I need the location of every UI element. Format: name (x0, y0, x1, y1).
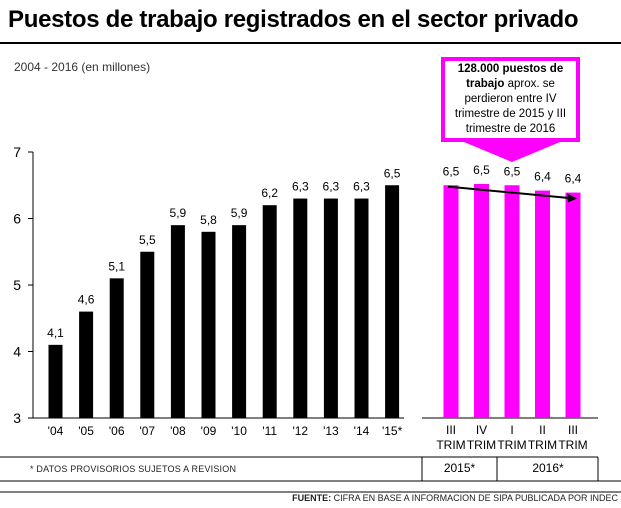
bar (565, 192, 581, 418)
bar (535, 190, 550, 418)
footnote: * DATOS PROVISORIOS SUJETOS A REVISION (30, 464, 237, 474)
x-tick-label: '07 (139, 424, 155, 438)
year-label-2015: 2015* (443, 461, 476, 475)
bar (262, 205, 277, 418)
bar (293, 198, 308, 418)
bar (504, 185, 520, 418)
bar-value-label: 4,1 (47, 326, 64, 340)
callout-bold-text: 128.000 puestos de trabajo (457, 63, 564, 90)
year-label-2016: 2016* (532, 461, 564, 475)
x-tick-label: '08 (170, 424, 186, 438)
x-tick-label: '09 (201, 424, 217, 438)
x-tick-label: TRIM (467, 438, 496, 452)
bar (474, 183, 489, 418)
bar-value-label: 4,6 (78, 293, 95, 307)
x-tick-label: '10 (231, 424, 247, 438)
bar (232, 225, 247, 418)
bar-value-label: 6,5 (504, 164, 521, 178)
x-tick-label: '13 (323, 424, 339, 438)
bar-value-label: 6,3 (323, 180, 340, 194)
callout-box: 128.000 puestos de trabajo aprox. se per… (441, 57, 580, 142)
y-tick-label: 7 (13, 144, 21, 160)
x-tick-label: '05 (78, 424, 94, 438)
bar-value-label: 6,5 (384, 166, 401, 180)
title-divider (0, 42, 621, 44)
x-tick-label: TRIM (558, 438, 587, 452)
bar-value-label: 5,1 (108, 259, 125, 273)
bar (323, 198, 338, 418)
x-tick-label: IV (476, 423, 487, 437)
source-note: FUENTE: CIFRA EN BASE A INFORMACION DE S… (292, 493, 618, 503)
callout-arrow (464, 142, 560, 162)
bar (140, 251, 155, 418)
bar-value-label: 5,9 (231, 206, 248, 220)
y-tick-label: 6 (13, 211, 21, 227)
bar-value-label: 6,5 (473, 163, 490, 177)
bar (109, 278, 124, 418)
bar (443, 185, 459, 418)
x-tick-label: '06 (109, 424, 125, 438)
bar-value-label: 6,4 (565, 172, 582, 186)
x-tick-label: III (446, 423, 456, 437)
chart-title: Puestos de trabajo registrados en el sec… (8, 6, 579, 33)
source-label: FUENTE: (292, 493, 332, 503)
bar-value-label: 5,8 (200, 213, 217, 227)
y-tick-label: 5 (13, 277, 21, 293)
callout-content: 128.000 puestos de trabajo aprox. se per… (445, 61, 576, 138)
bar-value-label: 5,9 (170, 206, 187, 220)
bar (201, 231, 216, 418)
callout-text: aprox. se perdieron entre IV trimestre d… (454, 78, 567, 135)
x-tick-label: TRIM (436, 438, 465, 452)
source-text: CIFRA EN BASE A INFORMACION DE SIPA PUBL… (333, 493, 618, 503)
trend-arrowhead (567, 193, 577, 203)
bar (48, 344, 63, 418)
x-tick-label: TRIM (528, 438, 557, 452)
x-tick-label: '15* (382, 424, 403, 438)
bar-value-label: 5,5 (139, 233, 156, 247)
chart-subtitle: 2004 - 2016 (en millones) (14, 60, 151, 74)
x-tick-label: III (568, 423, 578, 437)
x-tick-label: TRIM (497, 438, 526, 452)
x-tick-label: '11 (262, 424, 277, 438)
bar-value-label: 6,5 (443, 164, 460, 178)
trend-line (447, 185, 570, 200)
bar-value-label: 6,3 (292, 180, 309, 194)
x-tick-label: '12 (292, 424, 308, 438)
bar-value-label: 6,4 (534, 170, 551, 184)
bar (79, 311, 94, 418)
bar (385, 185, 400, 418)
x-tick-label: I (510, 423, 513, 437)
y-tick-label: 4 (13, 344, 21, 360)
bar-value-label: 6,3 (353, 180, 370, 194)
y-tick-label: 3 (13, 410, 21, 426)
x-tick-label: '04 (48, 424, 64, 438)
x-tick-label: '14 (354, 424, 370, 438)
bar (170, 225, 185, 418)
bar-value-label: 6,2 (261, 186, 278, 200)
x-tick-label: II (539, 423, 546, 437)
bar (354, 198, 369, 418)
